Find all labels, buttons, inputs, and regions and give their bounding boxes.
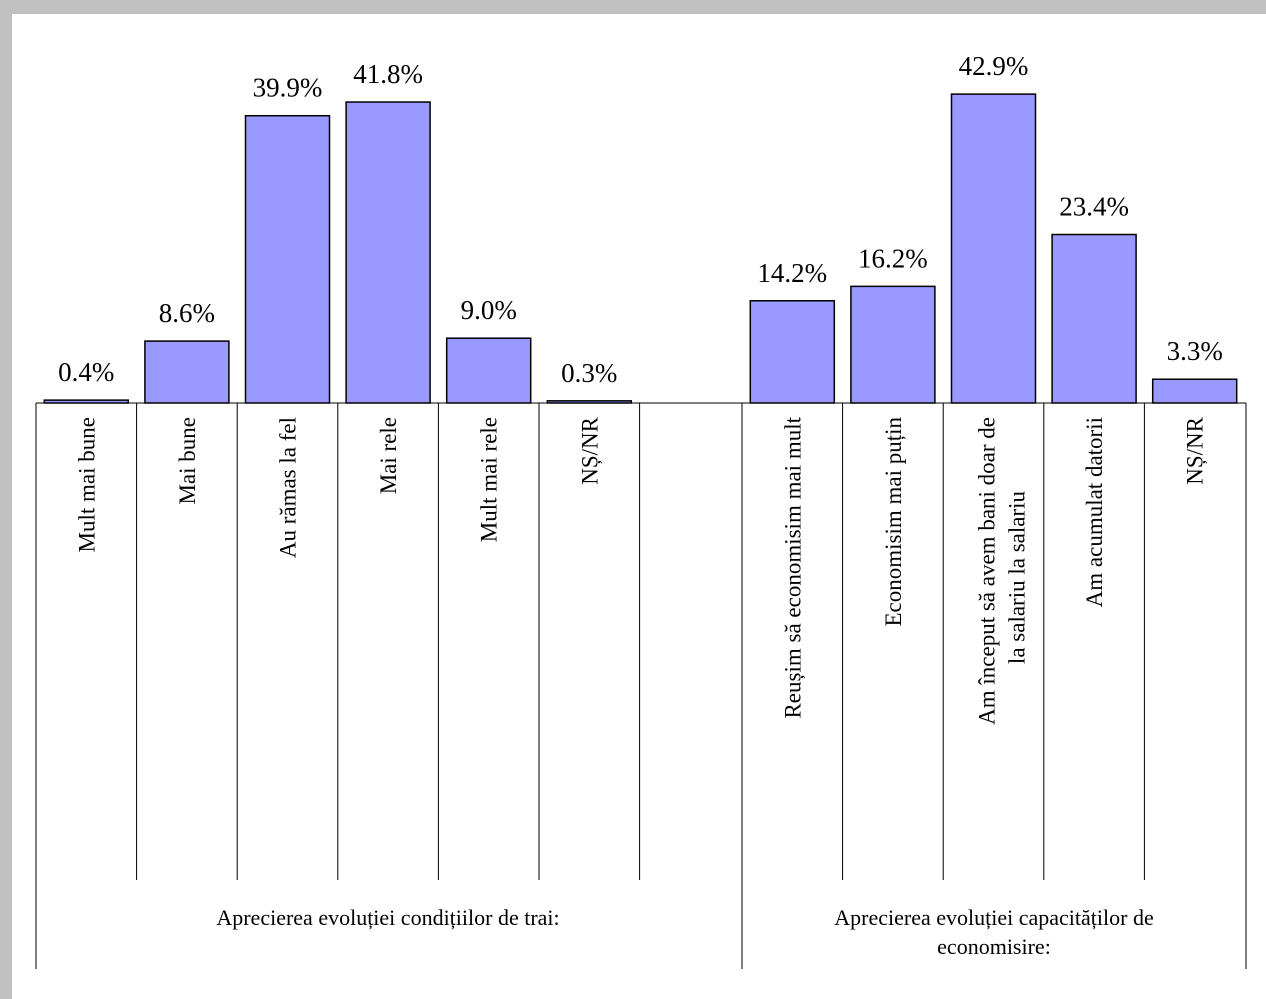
category-label: NȘ/NR — [577, 416, 602, 484]
bar-chart: 0.4% Mult mai bune 8.6% Mai bune 39.9% Au răm… — [35, 51, 1247, 969]
category-label: Au rămas la fel — [276, 417, 301, 558]
bar — [749, 300, 836, 404]
bar — [1151, 378, 1238, 404]
bar — [850, 285, 936, 404]
category-label-line: Am început să avem bani doar de — [975, 417, 1000, 725]
category-label: Am început să avem bani doar de la salari… — [975, 417, 1030, 725]
group-label: Aprecierea evoluției condițiilor de trai… — [216, 905, 559, 930]
bar — [144, 340, 230, 404]
data-label: 0.4% — [58, 357, 114, 387]
data-label: 0.3% — [561, 358, 617, 388]
bar — [1051, 233, 1137, 404]
bar — [345, 101, 431, 404]
category-label: Mai rele — [376, 417, 401, 494]
category-label: Economisim mai puțin — [881, 417, 906, 627]
bar — [43, 399, 130, 404]
category-label: Mult mai bune — [74, 417, 99, 552]
data-label: 14.2% — [757, 258, 827, 288]
bar — [546, 400, 633, 404]
data-label: 39.9% — [253, 73, 323, 103]
bar — [950, 93, 1037, 404]
data-label: 42.9% — [959, 51, 1029, 81]
bar — [445, 337, 532, 404]
category-label-line: la salariu la salariu — [1005, 491, 1030, 665]
category-label: Reușim să economisim mai mult — [780, 416, 805, 718]
category-label: Mai bune — [175, 417, 200, 505]
data-label: 41.8% — [353, 59, 423, 89]
data-label: 3.3% — [1167, 336, 1223, 366]
bar — [244, 114, 331, 404]
group-label-line: Aprecierea evoluției capacităților de — [834, 905, 1153, 930]
group-label: Aprecierea evoluției capacităților de eco… — [834, 905, 1153, 959]
category-label: NȘ/NR — [1183, 416, 1208, 484]
data-label: 23.4% — [1059, 192, 1129, 222]
category-label: Mult mai rele — [477, 417, 502, 542]
data-label: 16.2% — [858, 243, 928, 273]
category-label: Am acumulat datorii — [1082, 417, 1107, 607]
data-label: 9.0% — [461, 295, 517, 325]
data-label: 8.6% — [159, 298, 215, 328]
chart-frame: 0.4% Mult mai bune 8.6% Mai bune 39.9% Au răm… — [12, 14, 1266, 999]
group-label-line: economisire: — [937, 934, 1051, 959]
